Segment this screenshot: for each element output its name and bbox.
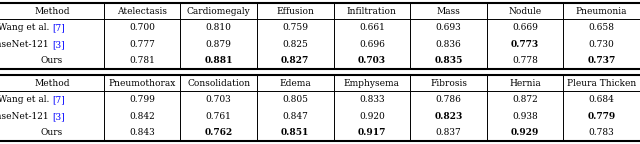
Text: [3]: [3] — [52, 112, 65, 121]
Text: 0.843: 0.843 — [129, 128, 155, 137]
Text: 0.786: 0.786 — [435, 95, 461, 104]
Text: 0.762: 0.762 — [205, 128, 233, 137]
Text: 0.781: 0.781 — [129, 56, 155, 65]
Text: 0.778: 0.778 — [512, 56, 538, 65]
Text: Emphysema: Emphysema — [344, 79, 400, 88]
Text: Fibrosis: Fibrosis — [430, 79, 467, 88]
Text: 0.799: 0.799 — [129, 95, 155, 104]
Text: Effusion: Effusion — [276, 7, 314, 16]
Text: 0.836: 0.836 — [436, 40, 461, 49]
Text: 0.917: 0.917 — [358, 128, 386, 137]
Text: Pneumothorax: Pneumothorax — [108, 79, 175, 88]
Text: DenseNet-121: DenseNet-121 — [0, 40, 52, 49]
Text: 0.823: 0.823 — [435, 112, 463, 121]
Text: Wang et al.: Wang et al. — [0, 23, 52, 32]
Text: Mass: Mass — [436, 7, 460, 16]
Text: 0.658: 0.658 — [589, 23, 614, 32]
Text: 0.779: 0.779 — [588, 112, 616, 121]
Text: Method: Method — [34, 7, 70, 16]
Text: Consolidation: Consolidation — [187, 79, 250, 88]
Text: DenseNet-121: DenseNet-121 — [0, 112, 52, 121]
Text: 0.872: 0.872 — [512, 95, 538, 104]
Text: 0.703: 0.703 — [358, 56, 386, 65]
Text: 0.773: 0.773 — [511, 40, 539, 49]
Text: [3]: [3] — [52, 40, 65, 49]
Text: 0.669: 0.669 — [512, 23, 538, 32]
Text: Ours: Ours — [41, 56, 63, 65]
Text: 0.805: 0.805 — [282, 95, 308, 104]
Text: 0.684: 0.684 — [589, 95, 614, 104]
Text: Nodule: Nodule — [509, 7, 541, 16]
Text: Edema: Edema — [279, 79, 311, 88]
Text: Wang et al.: Wang et al. — [0, 95, 52, 104]
Text: 0.827: 0.827 — [281, 56, 309, 65]
Text: 0.847: 0.847 — [282, 112, 308, 121]
Text: Ours: Ours — [41, 128, 63, 137]
Text: 0.693: 0.693 — [436, 23, 461, 32]
Text: Hernia: Hernia — [509, 79, 541, 88]
Text: 0.837: 0.837 — [436, 128, 461, 137]
Text: 0.842: 0.842 — [129, 112, 155, 121]
Text: Cardiomegaly: Cardiomegaly — [187, 7, 250, 16]
Text: 0.881: 0.881 — [204, 56, 233, 65]
Text: 0.835: 0.835 — [435, 56, 463, 65]
Text: 0.810: 0.810 — [205, 23, 232, 32]
Text: Method: Method — [34, 79, 70, 88]
Text: [7]: [7] — [52, 23, 65, 32]
Text: Infiltration: Infiltration — [347, 7, 397, 16]
Text: 0.783: 0.783 — [589, 128, 614, 137]
Text: 0.696: 0.696 — [359, 40, 385, 49]
Text: 0.737: 0.737 — [588, 56, 616, 65]
Text: 0.759: 0.759 — [282, 23, 308, 32]
Text: 0.703: 0.703 — [205, 95, 232, 104]
Text: 0.920: 0.920 — [359, 112, 385, 121]
Text: 0.938: 0.938 — [512, 112, 538, 121]
Text: Pneumonia: Pneumonia — [576, 7, 627, 16]
Text: 0.825: 0.825 — [282, 40, 308, 49]
Text: 0.777: 0.777 — [129, 40, 155, 49]
Text: 0.661: 0.661 — [359, 23, 385, 32]
Text: Atelectasis: Atelectasis — [117, 7, 167, 16]
Text: 0.833: 0.833 — [359, 95, 385, 104]
Text: 0.730: 0.730 — [589, 40, 614, 49]
Text: [7]: [7] — [52, 95, 65, 104]
Text: Pleura Thicken: Pleura Thicken — [567, 79, 636, 88]
Text: 0.929: 0.929 — [511, 128, 540, 137]
Text: 0.700: 0.700 — [129, 23, 155, 32]
Text: 0.761: 0.761 — [205, 112, 232, 121]
Text: 0.879: 0.879 — [205, 40, 232, 49]
Text: 0.851: 0.851 — [281, 128, 309, 137]
